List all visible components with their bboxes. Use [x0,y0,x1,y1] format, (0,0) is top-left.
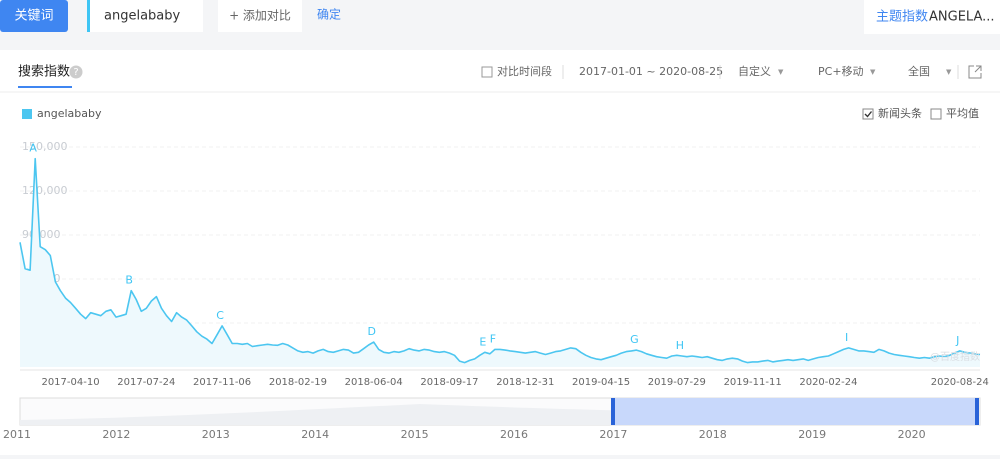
x-tick-label: 2020-08-24 [931,377,989,388]
slider-year: 2018 [699,428,727,441]
slider-year: 2011 [3,428,31,441]
slider-year: 2012 [102,428,130,441]
keyword-button[interactable] [0,0,68,32]
panel-title: 搜索指数 [18,65,70,80]
date-range[interactable]: 2017-01-01 ~ 2020-08-25 [579,65,723,78]
legend-label: angelababy [37,107,102,120]
x-tick-label: 2019-07-29 [648,377,706,388]
annotation: I [845,331,848,344]
theme-index-box[interactable] [864,0,1000,34]
annotation: E [479,335,486,348]
toggle-label: 新闻头条 [878,106,922,120]
legend-swatch [22,109,32,119]
panel-title-underline [18,86,72,88]
dropdown-arrow: ▼ [778,68,784,76]
keyword-text[interactable]: angelababy [104,9,181,24]
keyword-input[interactable] [87,0,203,32]
annotation: C [216,309,224,322]
annotation: A [29,142,37,155]
help-icon-text[interactable]: ? [73,67,78,78]
y-tick-label: 120,000 [22,184,68,197]
toggle-label: 平均值 [946,107,979,120]
x-tick-label: 2017-04-10 [41,377,99,388]
annotation: D [367,325,375,338]
x-tick-label: 2019-11-11 [724,377,782,388]
x-tick-label: 2019-04-15 [572,377,630,388]
x-tick-label: 2017-07-24 [117,377,175,388]
x-tick-label: 2017-11-06 [193,377,251,388]
custom-select[interactable]: 自定义 [738,64,771,78]
annotation: G [630,333,639,346]
y-tick-label: 150,000 [22,140,68,153]
slider-handle[interactable] [611,398,615,425]
x-tick-label: 2018-02-19 [269,377,327,388]
dropdown-arrow: ▼ [870,68,876,76]
region-select[interactable]: 全国 [908,64,930,78]
slider-year: 2017 [599,428,627,441]
watermark: @百度指数 [930,350,980,363]
annotation: J [955,334,959,347]
x-tick-label: 2018-12-31 [496,377,554,388]
slider-year: 2015 [401,428,429,441]
compare-checkbox[interactable] [481,66,493,78]
x-tick-label: 2018-09-17 [420,377,478,388]
add-compare-text[interactable]: + 添加对比 [229,9,291,23]
slider-year: 2016 [500,428,528,441]
slider-year: 2014 [301,428,329,441]
x-tick-label: 2020-02-24 [799,377,857,388]
confirm-link[interactable]: 确定 [317,7,341,22]
add-compare-button[interactable] [218,0,302,32]
help-icon[interactable] [69,65,83,79]
toggle-checkbox[interactable] [930,108,942,120]
line [19,157,981,364]
export-icon[interactable] [968,65,982,79]
slider-year: 2013 [202,428,230,441]
keyword-button-text[interactable]: 关键词 [14,9,53,24]
annotation: H [676,339,684,352]
annotation: F [490,332,496,345]
panel [0,50,1000,455]
annotation: B [125,274,133,287]
dropdown-arrow: ▼ [946,68,952,76]
slider-year: 2020 [898,428,926,441]
x-tick-label: 2018-06-04 [345,377,403,388]
device-select[interactable]: PC+移动 [818,65,864,78]
toggle-check [864,111,873,118]
theme-index-value[interactable]: ANGELA... [929,10,995,25]
compare-period[interactable]: 对比时间段 [497,64,552,78]
slider-handle[interactable] [975,398,979,425]
slider-year: 2019 [798,428,826,441]
theme-index-label[interactable]: 主题指数 [876,10,928,25]
area [20,158,980,367]
y-tick-label: 90,000 [22,228,61,241]
toggle-checkbox[interactable] [862,108,874,120]
slider-selection[interactable] [613,398,978,425]
keyword-marker [87,0,90,32]
